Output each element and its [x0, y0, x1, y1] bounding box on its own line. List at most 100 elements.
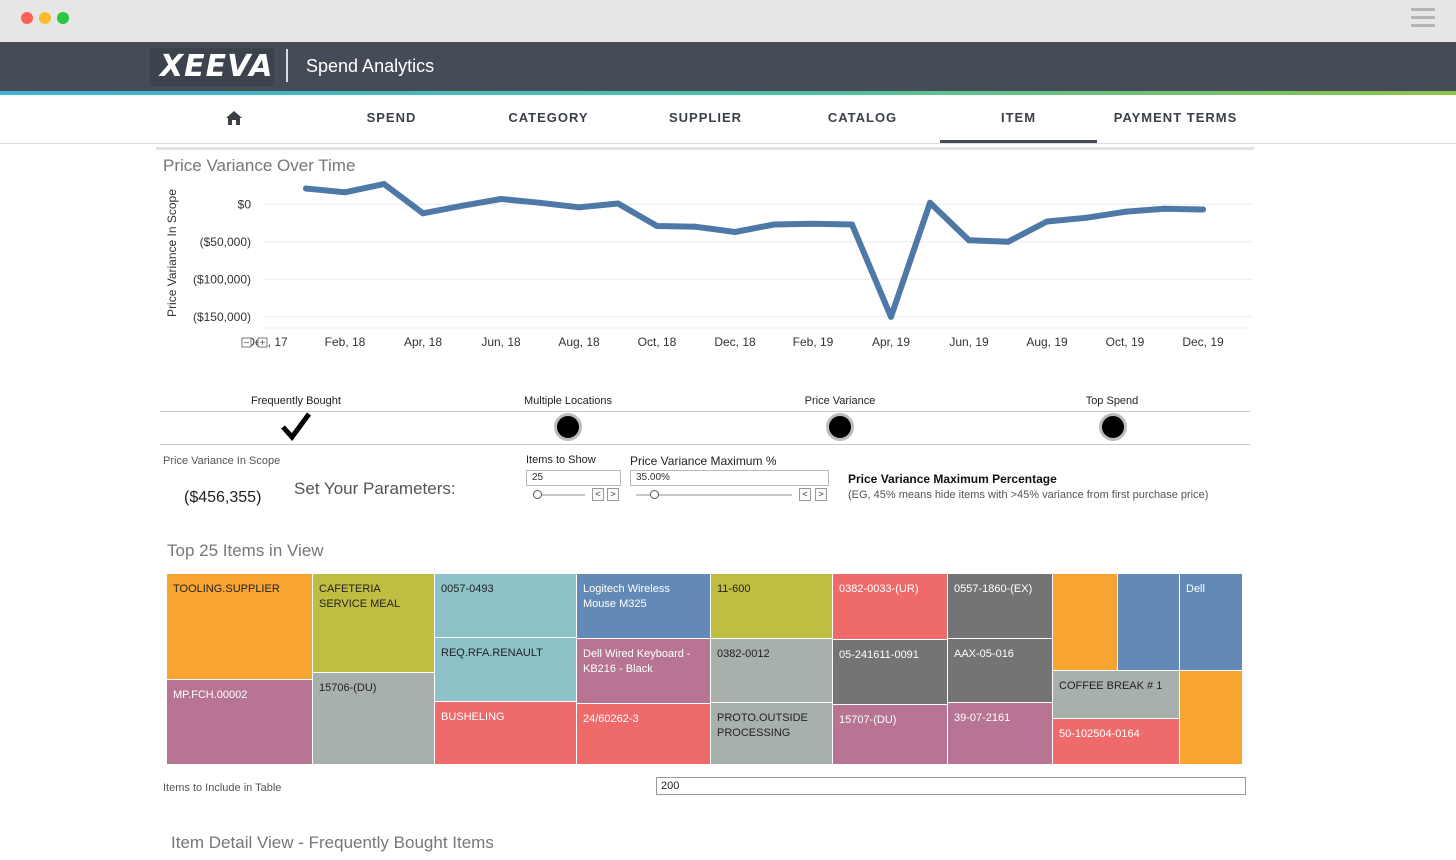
treemap-cell[interactable]: Dell: [1180, 574, 1243, 671]
x-tick-label: Apr, 19: [872, 335, 910, 349]
chart-zoom-out-icon[interactable]: [241, 337, 252, 348]
treemap-cell[interactable]: 39-07-2161: [948, 703, 1053, 765]
data-point[interactable]: [654, 223, 660, 229]
pv-max-slider-knob[interactable]: [650, 490, 659, 499]
treemap-cell[interactable]: REQ.RFA.RENAULT: [435, 638, 577, 702]
data-point[interactable]: [342, 189, 348, 196]
tab-spend[interactable]: SPEND: [366, 110, 417, 125]
treemap-cell[interactable]: 0382-0033-(UR): [833, 574, 948, 640]
treemap-cell[interactable]: [1053, 574, 1118, 671]
tab-supplier[interactable]: SUPPLIER: [668, 110, 742, 125]
data-point[interactable]: [1200, 206, 1206, 213]
data-point[interactable]: [693, 223, 699, 230]
pv-max-slider-track[interactable]: [636, 494, 792, 496]
price-variance-line-chart[interactable]: $0($50,000)($100,000)($150,000)Dec, 17Fe…: [156, 178, 1256, 358]
data-point[interactable]: [1122, 208, 1128, 215]
price-variance-toggle[interactable]: [826, 413, 854, 441]
close-window-button[interactable]: [21, 12, 33, 24]
items-to-show-prev-button[interactable]: <: [592, 488, 604, 501]
pv-max-next-button[interactable]: >: [815, 488, 827, 501]
pv-max-help-text: (EG, 45% means hide items with >45% vari…: [848, 489, 1209, 501]
data-point[interactable]: [576, 204, 582, 211]
items-to-show-slider-knob[interactable]: [533, 490, 542, 499]
pv-max-input[interactable]: 35.00%: [630, 470, 829, 486]
tab-item[interactable]: ITEM: [940, 95, 1097, 143]
tab-home[interactable]: [156, 95, 313, 143]
y-tick-label: ($100,000): [193, 272, 251, 286]
treemap-cell[interactable]: 0557-1860-(EX): [948, 574, 1053, 639]
data-point[interactable]: [849, 221, 855, 228]
data-point[interactable]: [303, 185, 309, 192]
treemap-cell[interactable]: 11-600: [711, 574, 833, 639]
treemap-cell[interactable]: 50-102504-0164: [1053, 719, 1180, 765]
data-point[interactable]: [771, 221, 777, 228]
x-tick-label: Oct, 18: [638, 335, 677, 349]
data-point[interactable]: [966, 237, 972, 244]
treemap-cell[interactable]: MP.FCH.00002: [167, 680, 313, 765]
x-tick-label: Oct, 19: [1106, 335, 1145, 349]
data-point[interactable]: [1044, 218, 1050, 225]
checkmark-icon[interactable]: [281, 410, 311, 442]
treemap-cell[interactable]: Dell Wired Keyboard - KB216 - Black: [577, 639, 711, 704]
data-point[interactable]: [537, 199, 543, 206]
treemap-cell[interactable]: 05-241611-0091: [833, 640, 948, 705]
data-point[interactable]: [1005, 238, 1011, 245]
data-point[interactable]: [732, 229, 738, 235]
items-to-show-label: Items to Show: [526, 454, 596, 466]
treemap-cell[interactable]: 0382-0012: [711, 639, 833, 703]
treemap-cell[interactable]: BUSHELING: [435, 702, 577, 765]
treemap-title: Top 25 Items in View: [167, 541, 324, 560]
app-title: Spend Analytics: [306, 56, 435, 76]
items-to-show-next-button[interactable]: >: [607, 488, 619, 501]
multiple-locations-toggle[interactable]: [554, 413, 582, 441]
treemap-cell[interactable]: Logitech Wireless Mouse M325: [577, 574, 711, 639]
maximize-window-button[interactable]: [57, 12, 69, 24]
home-icon: [226, 111, 242, 125]
data-point[interactable]: [381, 181, 387, 187]
data-point[interactable]: [459, 202, 465, 209]
minimize-window-button[interactable]: [39, 12, 51, 24]
set-parameters-heading: Set Your Parameters:: [294, 479, 456, 498]
treemap-cell[interactable]: CAFETERIA SERVICE MEAL: [313, 574, 435, 673]
tab-category[interactable]: CATEGORY: [508, 110, 589, 125]
treemap-cell[interactable]: COFFEE BREAK # 1: [1053, 671, 1180, 719]
data-point[interactable]: [420, 210, 426, 217]
tab-payment-terms[interactable]: PAYMENT TERMS: [1113, 110, 1238, 125]
nav-tabs: SPEND CATEGORY SUPPLIER CATALOG ITEM PAY…: [156, 95, 1254, 143]
treemap-cell[interactable]: [1180, 671, 1243, 765]
top-spend-toggle[interactable]: [1099, 413, 1127, 441]
series-line[interactable]: [303, 181, 1206, 320]
chart-zoom-in-icon[interactable]: [257, 337, 268, 348]
items-to-show-slider-track[interactable]: [533, 494, 585, 496]
items-to-show-input[interactable]: 25: [526, 470, 621, 486]
xeeva-logo[interactable]: XEEVA: [150, 48, 274, 86]
treemap-cell[interactable]: 15707-(DU): [833, 705, 948, 765]
data-point[interactable]: [1161, 205, 1167, 212]
data-point[interactable]: [498, 196, 504, 202]
tab-catalog[interactable]: CATALOG: [827, 110, 898, 125]
treemap-cell[interactable]: 15706-(DU): [313, 673, 435, 765]
data-point[interactable]: [927, 199, 933, 206]
treemap-cell[interactable]: PROTO.OUTSIDE PROCESSING: [711, 703, 833, 765]
pv-in-scope-value: ($456,355): [184, 489, 262, 506]
data-point[interactable]: [1083, 214, 1089, 221]
logo-separator: [286, 49, 288, 82]
chart-zoom-in-icon-glyph: +: [260, 338, 266, 349]
data-point[interactable]: [615, 200, 621, 207]
indicator-label-multiple-locations: Multiple Locations: [523, 395, 613, 407]
data-point[interactable]: [810, 220, 816, 227]
chart-title: Price Variance Over Time: [163, 156, 356, 175]
treemap-cell[interactable]: TOOLING.SUPPLIER: [167, 574, 313, 680]
treemap-cell[interactable]: [1118, 574, 1180, 671]
treemap-cell[interactable]: 24/60262-3: [577, 704, 711, 765]
pv-max-prev-button[interactable]: <: [799, 488, 811, 501]
indicator-rule-bottom: [160, 444, 1250, 445]
treemap-cell[interactable]: 0057-0493: [435, 574, 577, 638]
data-point[interactable]: [888, 313, 894, 320]
hamburger-menu-icon[interactable]: [1411, 8, 1435, 28]
x-tick-label: Apr, 18: [404, 335, 442, 349]
pv-max-help-title: Price Variance Maximum Percentage: [848, 472, 1057, 486]
items-to-include-input[interactable]: 200: [656, 777, 1246, 795]
x-tick-label: Aug, 19: [1026, 335, 1068, 349]
treemap-cell[interactable]: AAX-05-016: [948, 639, 1053, 703]
